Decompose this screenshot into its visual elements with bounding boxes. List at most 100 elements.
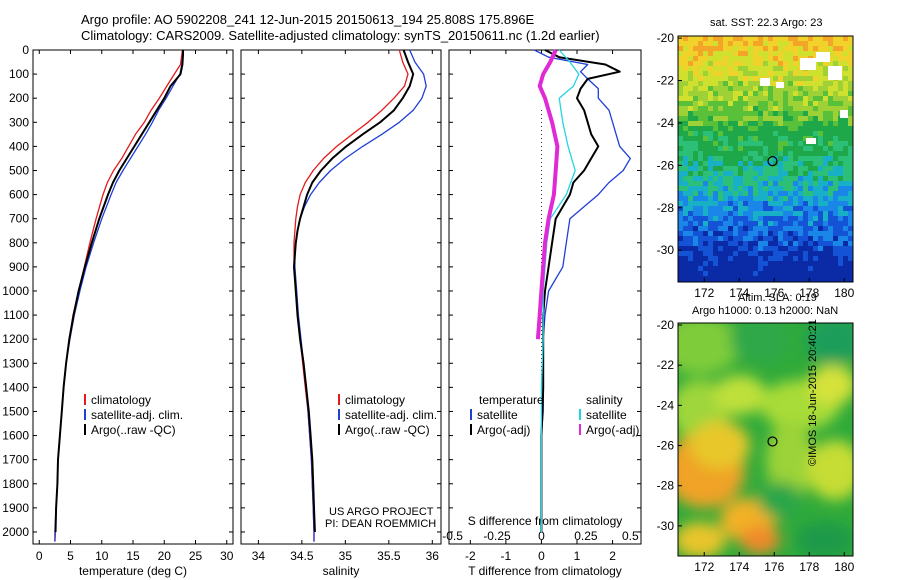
sst-pixel <box>753 211 758 216</box>
sst-pixel <box>818 226 823 231</box>
sst-pixel <box>758 231 763 236</box>
sst-pixel <box>793 51 798 56</box>
sst-pixel <box>718 61 723 66</box>
sst-pixel <box>703 96 708 101</box>
sst-pixel <box>788 251 793 256</box>
sst-pixel <box>828 266 833 271</box>
sst-pixel <box>718 246 723 251</box>
sla-lon-label: 180 <box>834 560 854 574</box>
sst-lat-label: -22 <box>657 74 675 88</box>
sst-pixel <box>728 261 733 266</box>
sst-pixel <box>683 111 688 116</box>
sst-pixel <box>718 201 723 206</box>
sst-pixel <box>743 101 748 106</box>
sst-pixel <box>823 216 828 221</box>
sst-pixel <box>703 101 708 106</box>
sst-pixel <box>788 256 793 261</box>
sst-pixel <box>738 176 743 181</box>
sst-pixel <box>723 241 728 246</box>
sst-pixel <box>843 151 848 156</box>
sst-pixel <box>803 91 808 96</box>
sst-pixel <box>813 96 818 101</box>
sst-pixel <box>843 181 848 186</box>
sst-pixel <box>713 166 718 171</box>
sst-pixel <box>713 261 718 266</box>
sst-pixel <box>843 56 848 61</box>
sst-pixel <box>703 181 708 186</box>
sst-pixel <box>843 146 848 151</box>
sst-pixel <box>808 236 813 241</box>
sst-pixel <box>833 41 838 46</box>
sst-pixel <box>733 86 738 91</box>
sst-pixel <box>713 266 718 271</box>
sst-pixel <box>713 196 718 201</box>
sst-pixel <box>693 156 698 161</box>
sst-pixel <box>818 111 823 116</box>
sst-pixel <box>808 116 813 121</box>
sst-pixel <box>718 76 723 81</box>
sst-pixel <box>803 201 808 206</box>
sst-pixel <box>818 141 823 146</box>
depth-tick-label: 800 <box>9 236 29 250</box>
sst-pixel <box>793 156 798 161</box>
sst-pixel <box>688 121 693 126</box>
sst-pixel <box>768 41 773 46</box>
sst-pixel <box>838 171 843 176</box>
sst-pixel <box>783 96 788 101</box>
sst-pixel <box>678 56 683 61</box>
sst-pixel <box>753 61 758 66</box>
sst-pixel <box>808 91 813 96</box>
sst-pixel <box>778 51 783 56</box>
sst-pixel <box>763 226 768 231</box>
sst-pixel <box>743 66 748 71</box>
sst-pixel <box>758 46 763 51</box>
sst-pixel <box>848 141 853 146</box>
sst-pixel <box>823 176 828 181</box>
sst-pixel <box>833 176 838 181</box>
sst-pixel <box>738 276 743 281</box>
sst-pixel <box>683 106 688 111</box>
sst-pixel <box>708 266 713 271</box>
sst-pixel <box>713 51 718 56</box>
sst-pixel <box>738 196 743 201</box>
sst-pixel <box>738 106 743 111</box>
sst-pixel <box>808 186 813 191</box>
sst-pixel <box>708 51 713 56</box>
sst-pixel <box>748 101 753 106</box>
sst-pixel <box>733 271 738 276</box>
sst-pixel <box>748 276 753 281</box>
sst-pixel <box>768 131 773 136</box>
sst-pixel <box>818 221 823 226</box>
sst-pixel <box>818 41 823 46</box>
sst-pixel <box>813 216 818 221</box>
sst-pixel <box>683 226 688 231</box>
sst-pixel <box>733 131 738 136</box>
sst-pixel <box>713 66 718 71</box>
sst-pixel <box>688 76 693 81</box>
sst-pixel <box>848 191 853 196</box>
difference-series-line <box>535 49 560 340</box>
salinity-x-tick-label: 35 <box>339 549 353 563</box>
sst-pixel <box>698 146 703 151</box>
sst-pixel <box>778 196 783 201</box>
sst-pixel <box>798 146 803 151</box>
sst-pixel <box>828 36 833 41</box>
sst-pixel <box>793 71 798 76</box>
sst-pixel <box>703 91 708 96</box>
sst-pixel <box>703 136 708 141</box>
sst-pixel <box>683 151 688 156</box>
sst-pixel <box>703 246 708 251</box>
sst-pixel <box>733 41 738 46</box>
sst-pixel <box>738 171 743 176</box>
sst-pixel <box>833 121 838 126</box>
sst-lon-label: 178 <box>799 286 819 300</box>
sst-lat-label: -24 <box>657 116 675 130</box>
sst-pixel <box>843 76 848 81</box>
sst-pixel <box>693 66 698 71</box>
sst-pixel <box>718 171 723 176</box>
sst-pixel <box>718 96 723 101</box>
sst-pixel <box>728 246 733 251</box>
temperature-x-tick-label: 30 <box>220 549 234 563</box>
sst-pixel <box>848 36 853 41</box>
